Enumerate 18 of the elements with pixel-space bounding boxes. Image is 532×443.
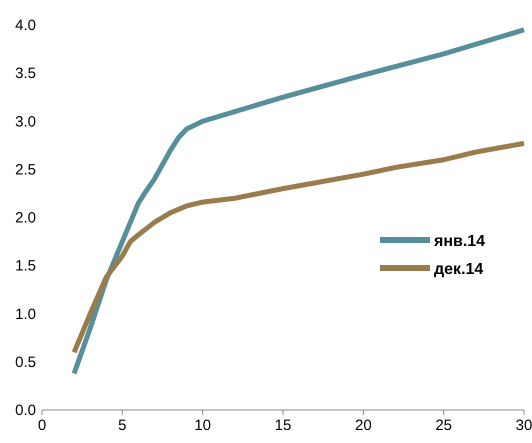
x-tick-label: 0 (38, 417, 46, 434)
y-tick-label: 4.0 (15, 17, 36, 34)
y-tick-label: 3.0 (15, 113, 36, 130)
legend-label: янв.14 (433, 233, 486, 250)
x-tick-label: 10 (194, 417, 212, 434)
y-tick-label: 0.0 (15, 402, 36, 419)
x-tick-label: 15 (274, 417, 292, 434)
y-tick-label: 2.5 (15, 161, 36, 178)
x-tick-label: 20 (354, 417, 372, 434)
y-tick-label: 3.5 (15, 65, 36, 82)
x-tick-label: 30 (516, 417, 532, 434)
y-tick-label: 0.5 (15, 354, 36, 371)
x-tick-label: 25 (435, 417, 452, 434)
legend-label: дек.14 (434, 261, 484, 278)
x-tick-label: 5 (118, 417, 127, 434)
y-tick-label: 1.5 (15, 258, 36, 275)
y-tick-label: 2.0 (15, 210, 36, 226)
y-tick-label: 1.0 (15, 306, 36, 323)
